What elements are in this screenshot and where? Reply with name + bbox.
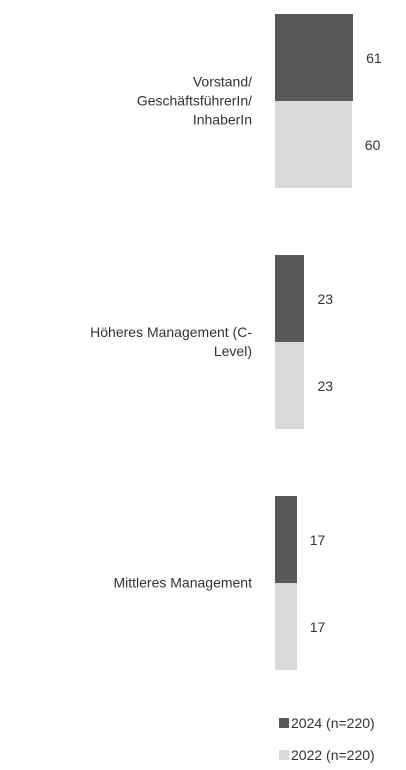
bar <box>275 101 352 188</box>
bar <box>275 255 305 342</box>
legend-swatch <box>279 750 289 760</box>
legend-entry: 2022 (n=220) <box>279 747 375 763</box>
bar <box>275 342 305 429</box>
legend-entry: 2024 (n=220) <box>279 715 375 731</box>
data-label: 17 <box>309 618 326 635</box>
category-label: Mittleres Management <box>113 574 252 591</box>
legend-swatch <box>279 718 289 728</box>
bar <box>275 583 297 670</box>
bar <box>275 496 297 583</box>
category-label: Vorstand/ GeschäftsführerIn/ InhaberIn <box>136 73 252 128</box>
legend-label: 2022 (n=220) <box>291 747 375 763</box>
data-label: 23 <box>317 377 334 394</box>
data-label: 61 <box>366 49 382 66</box>
bar <box>275 14 354 101</box>
data-label: 23 <box>317 290 334 307</box>
category-label: Höheres Management (C- Level) <box>90 324 252 359</box>
data-label: 60 <box>364 136 381 153</box>
legend-label: 2024 (n=220) <box>291 715 375 731</box>
data-label: 17 <box>309 531 326 548</box>
